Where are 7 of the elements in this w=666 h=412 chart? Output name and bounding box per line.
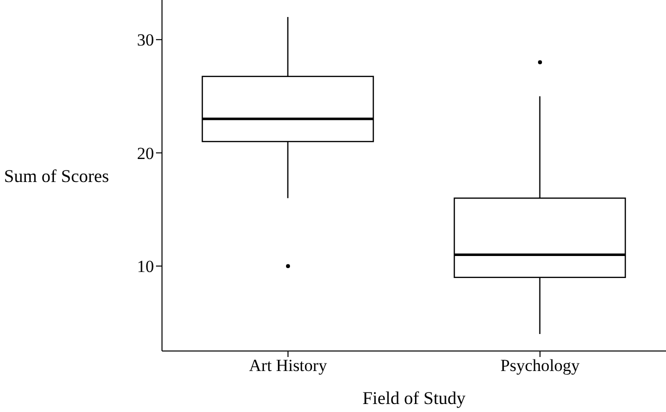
y-tick-label: 10 [137, 257, 154, 276]
y-tick-label: 20 [137, 144, 154, 163]
y-tick-label: 30 [137, 30, 154, 50]
x-tick-label: Art History [249, 356, 328, 376]
y-axis-title: Sum of Scores [4, 166, 109, 186]
x-tick-label: Psychology [500, 356, 580, 376]
x-axis-title: Field of Study [362, 388, 466, 408]
